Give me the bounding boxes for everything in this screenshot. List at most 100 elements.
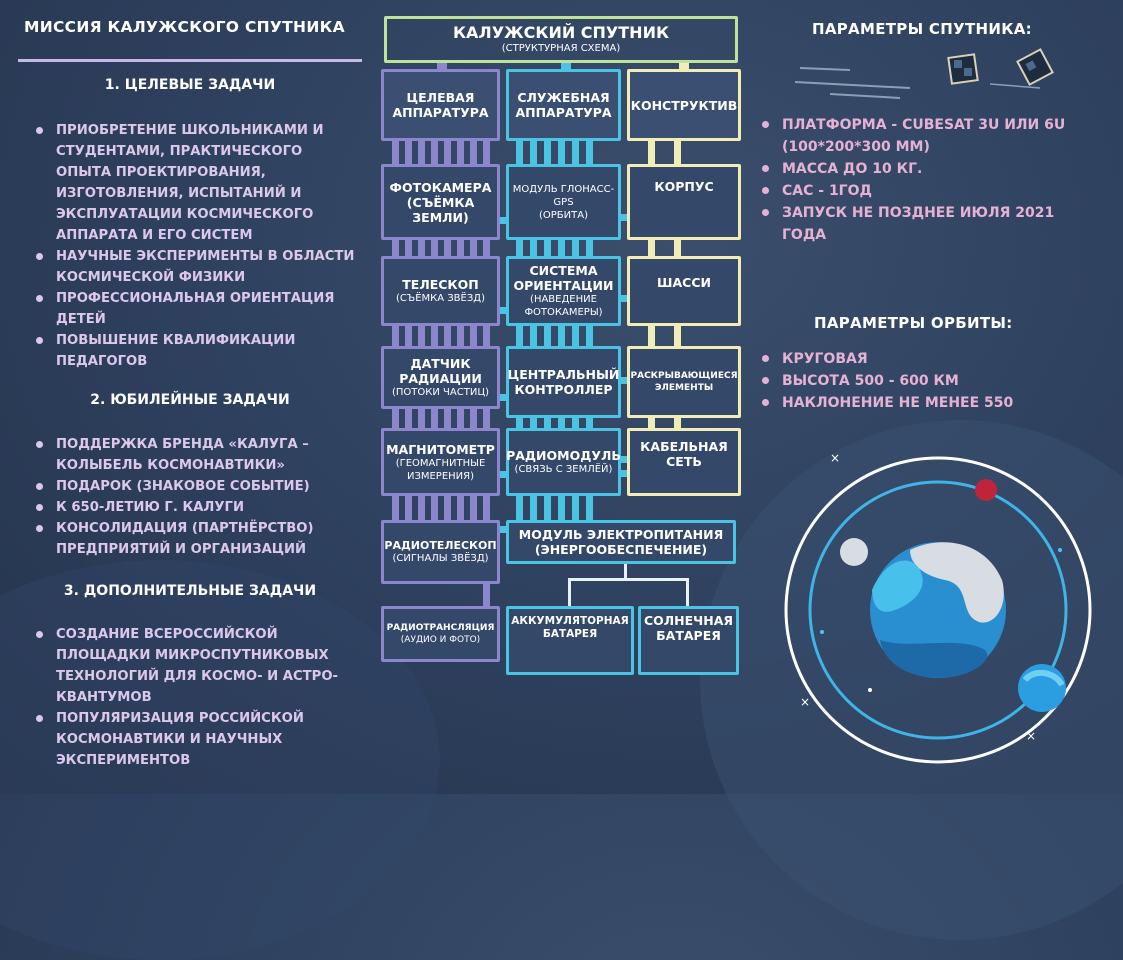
box-radio-broadcast: Радиотрансляция (аудио и фото) — [381, 606, 500, 662]
box-title: Раскрывающиеся элементы — [630, 371, 738, 393]
list-item: Подарок (знаковое событие) — [30, 476, 360, 497]
box-title: Аккумуляторная батарея — [511, 615, 629, 640]
box-title: Фотокамера — [389, 179, 492, 195]
planet-illustration: × × × — [784, 451, 1092, 764]
box-cable-network: Кабельная сеть — [627, 428, 741, 496]
box-sub: (сигналы звёзд) — [392, 553, 489, 564]
box-orientation: Система ориентации (наведение фотокамеры… — [506, 256, 621, 326]
cross-link — [500, 217, 510, 224]
cross-link — [500, 394, 510, 401]
diagram-title: Калужский спутник — [452, 23, 670, 42]
svg-text:×: × — [800, 695, 810, 709]
cross-link — [500, 471, 510, 478]
box-radio-telescope: Радиотелескоп (сигналы звёзд) — [381, 520, 500, 584]
box-title: Шасси — [657, 275, 711, 290]
bus-bar — [470, 140, 477, 520]
cross-link — [618, 470, 630, 477]
bus-bar — [418, 140, 425, 520]
bus-bar — [405, 140, 412, 520]
power-wire — [568, 578, 688, 581]
list-item: Создание Всероссийской площадки микроспу… — [30, 624, 360, 708]
cross-link — [618, 456, 630, 463]
orbit-params-title: Параметры орбиты: — [814, 314, 1013, 332]
box-title: Корпус — [654, 179, 714, 194]
box-title: Телескоп — [402, 277, 479, 292]
list-item: К 650-летию г. Калуги — [30, 497, 360, 518]
box-power-module: Модуль электропитания (энергообеспечение… — [506, 520, 736, 564]
power-wire — [624, 564, 627, 580]
box-sub: (аудио и фото) — [400, 635, 481, 645]
box-title: Система ориентации — [513, 263, 614, 293]
sat-params-list: Платформа - CubeSat 3U или 6U (100*200*3… — [756, 114, 1096, 246]
list-item: Поддержка бренда «Калуга – колыбель косм… — [30, 434, 360, 476]
bus-bar — [457, 140, 464, 520]
box-sub: (связь с Землёй) — [514, 464, 613, 475]
column-header-label: Служебная аппаратура — [515, 90, 612, 120]
box-title: Радиомодуль — [506, 448, 621, 463]
box-solar-battery: Солнечная батарея — [638, 606, 739, 675]
cross-link — [618, 377, 630, 384]
bus-bar — [431, 140, 438, 520]
section-list-2: Поддержка бренда «Калуга – колыбель косм… — [30, 434, 360, 560]
section-heading-1: 1. Целевые задачи — [104, 77, 276, 93]
box-magnetometer: Магнитометр (геомагнитные измерения) — [381, 428, 500, 496]
column-header-label: Целевая аппаратура — [392, 90, 489, 120]
sat-params-title: Параметры спутника: — [812, 20, 1032, 38]
list-item: Масса до 10 кг. — [756, 158, 1096, 180]
list-item: САС - 1год — [756, 180, 1096, 202]
bus-bar — [558, 140, 565, 520]
list-item: Наклонение не менее 550 — [756, 392, 1096, 414]
bus-bar — [544, 140, 551, 520]
list-item: Популяризация российской космонавтики и … — [30, 708, 360, 771]
list-item: Профессиональная ориентация детей — [30, 288, 360, 330]
cross-link — [618, 214, 630, 221]
box-photo-camera: Фотокамера (съёмка Земли) — [381, 164, 500, 240]
list-item: Круговая — [756, 348, 1096, 370]
bus-bar — [530, 140, 537, 520]
power-wire — [568, 578, 571, 606]
box-radiation-sensor: Датчик радиации (потоки частиц) — [381, 346, 500, 409]
box-glonass-gps: Модуль ГЛОНАСС-GPS (орбита) — [506, 164, 621, 240]
satellite-icon — [794, 48, 1054, 99]
diagram-subtitle: (структурная схема) — [501, 43, 621, 54]
box-sub: (съёмка звёзд) — [396, 293, 485, 304]
box-title: Датчик радиации — [399, 356, 482, 386]
box-body: Корпус — [627, 164, 741, 240]
cross-link — [618, 295, 630, 302]
svg-text:×: × — [830, 451, 840, 465]
list-item: Приобретение школьниками и студентами, п… — [30, 120, 360, 246]
box-sub: (энергообеспечение) — [534, 542, 708, 557]
box-telescope: Телескоп (съёмка звёзд) — [381, 256, 500, 326]
cross-link — [500, 307, 510, 314]
connector — [437, 63, 447, 71]
cross-link — [500, 526, 510, 533]
bus-bar — [444, 140, 451, 520]
box-central-controller: Центральный контроллер — [506, 346, 621, 418]
orbit-params-list: Круговая Высота 500 - 600 км Наклонение … — [756, 348, 1096, 414]
list-item: Платформа - CubeSat 3U или 6U (100*200*3… — [756, 114, 1096, 158]
box-sub: (наведение фотокамеры) — [524, 294, 603, 318]
list-item: Запуск не позднее июля 2021 года — [756, 202, 1096, 246]
box-sub: (орбита) — [539, 209, 588, 221]
box-title: Модуль ГЛОНАСС-GPS — [512, 183, 615, 208]
box-title: Солнечная батарея — [643, 613, 734, 643]
list-item: Высота 500 - 600 км — [756, 370, 1096, 392]
column-header-label: Конструктив — [630, 97, 738, 113]
column-header-structure: Конструктив — [627, 69, 741, 141]
box-radio-module: Радиомодуль (связь с Землёй) — [506, 428, 621, 496]
box-title: Центральный контроллер — [507, 367, 620, 397]
list-item: Повышение квалификации педагогов — [30, 330, 360, 372]
diagram-title-box: Калужский спутник (структурная схема) — [384, 16, 738, 63]
list-item: Консолидация (партнёрство) предприятий и… — [30, 518, 360, 560]
bus-bar — [392, 140, 399, 520]
section-heading-3: 3. Дополнительные задачи — [63, 583, 317, 599]
section-list-3: Создание Всероссийской площадки микроспу… — [30, 624, 360, 771]
connector — [679, 63, 689, 71]
box-deployables: Раскрывающиеся элементы — [627, 346, 741, 418]
box-title: Радиотрансляция — [386, 623, 495, 633]
power-wire — [686, 578, 689, 606]
list-item: Научные эксперименты в области космическ… — [30, 246, 360, 288]
box-title: Модуль электропитания — [518, 527, 724, 542]
box-title: Радиотелескоп — [384, 539, 497, 552]
box-title: Кабельная сеть — [640, 439, 728, 469]
